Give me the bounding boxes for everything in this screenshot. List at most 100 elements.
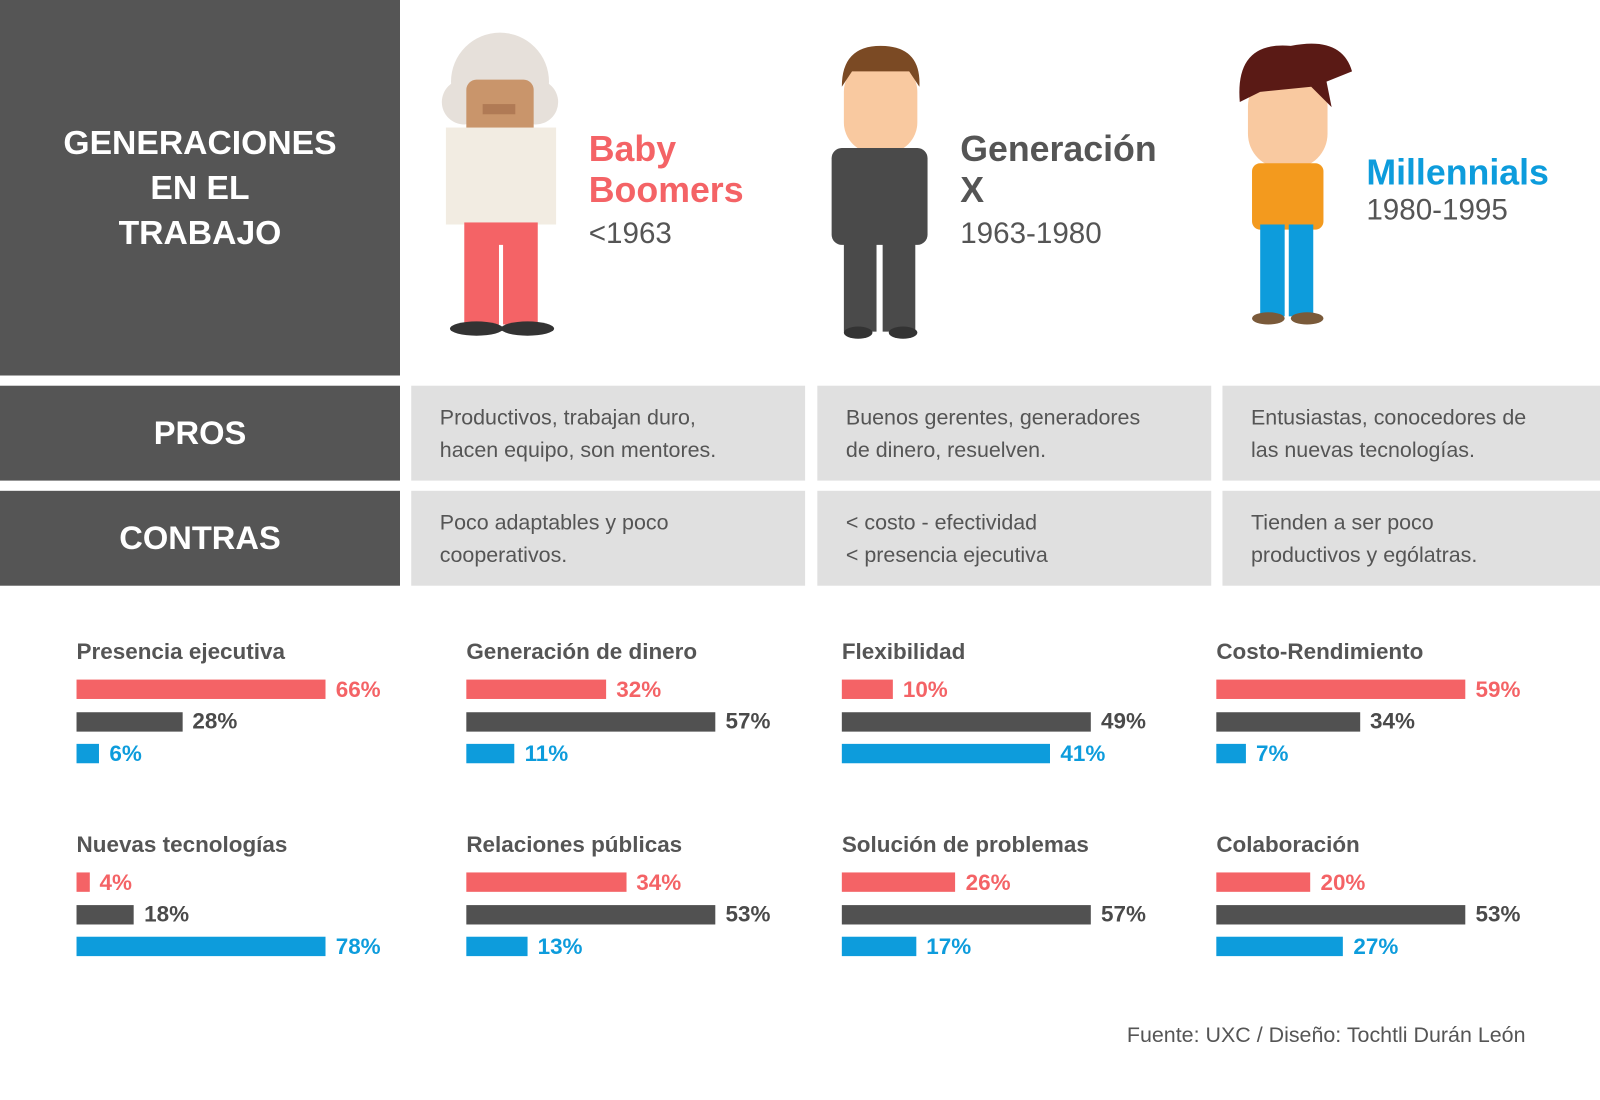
- bar-chart: Presencia ejecutiva 66% 28% 6%: [76, 638, 424, 770]
- bar-row: 57%: [841, 898, 1189, 930]
- bar: [841, 936, 917, 957]
- contras-label: CONTRAS: [0, 490, 400, 586]
- bar-value-label: 49%: [1101, 708, 1146, 734]
- bar-value-label: 41%: [1060, 740, 1106, 767]
- bar-value-label: 17%: [926, 933, 972, 959]
- bar-value-label: 66%: [335, 676, 381, 702]
- bar: [841, 744, 1051, 764]
- generation-name: Baby: [588, 129, 677, 170]
- bar: [76, 679, 326, 700]
- generation-years: 1963-1980: [960, 217, 1102, 250]
- bar-row: 18%: [76, 898, 424, 930]
- millennial-illustration: [1239, 43, 1353, 325]
- bar-chart: Colaboración 20% 53% 27%: [1216, 832, 1563, 963]
- bar-row: 49%: [841, 706, 1189, 738]
- bar-value-label: 18%: [144, 901, 190, 927]
- bar-row: 53%: [466, 898, 813, 930]
- bar: [466, 744, 515, 764]
- cell-text-line: Productivos, trabajan duro,: [439, 406, 696, 430]
- chart-title: Nuevas tecnologías: [76, 831, 288, 858]
- bar: [841, 904, 1091, 925]
- baby-boomer-illustration: [441, 32, 559, 336]
- cell-text-line: productivos y ególatras.: [1251, 543, 1478, 568]
- bar-row: 27%: [1216, 931, 1563, 963]
- bar-chart: Nuevas tecnologías 4% 18% 78%: [76, 831, 424, 963]
- generation-name: Millennials: [1366, 153, 1549, 193]
- bar-row: 28%: [76, 706, 424, 738]
- contras-cell: Poco adaptables y poco cooperativos.: [411, 490, 806, 586]
- bar: [76, 904, 134, 925]
- generation-label-baby-boomers: Baby Boomers <1963: [589, 130, 744, 251]
- generation-name: Boomers: [588, 170, 744, 211]
- generation-years: 1980-1995: [1366, 193, 1508, 227]
- bar-row: 53%: [1216, 898, 1563, 930]
- title-line: GENERACIONES: [63, 123, 337, 162]
- bar-chart: Generación de dinero 32% 57% 11%: [466, 639, 813, 770]
- bar-value-label: 4%: [99, 869, 132, 895]
- cell-text-line: las nuevas tecnologías.: [1251, 438, 1475, 463]
- title-line: TRABAJO: [118, 213, 282, 252]
- cell-text-line: < costo - efectividad: [845, 511, 1038, 535]
- bar-row: 32%: [466, 673, 813, 705]
- cell-text-line: Poco adaptables y poco: [439, 511, 669, 535]
- bar-row: 20%: [1216, 866, 1563, 898]
- bar: [841, 679, 893, 700]
- pros-cell: Entusiastas, conocedores de las nuevas te…: [1222, 385, 1600, 481]
- bar-chart: Solución de problemas 26% 57% 17%: [841, 831, 1189, 963]
- bar-row: 59%: [1216, 673, 1563, 705]
- bar-value-label: 28%: [192, 708, 238, 734]
- bar-row: 4%: [76, 866, 424, 898]
- cell-text-line: Buenos gerentes, generadores: [845, 406, 1141, 430]
- chart-title: Solución de problemas: [841, 831, 1089, 858]
- bar-row: 6%: [76, 738, 424, 770]
- bar-row: 11%: [466, 738, 813, 770]
- bar-value-label: 13%: [537, 933, 583, 959]
- cell-text-line: de dinero, resuelven.: [845, 438, 1047, 463]
- cell-text-line: cooperativos.: [439, 543, 568, 568]
- bar-value-label: 10%: [902, 676, 948, 702]
- pros-cell: Productivos, trabajan duro, hacen equipo,…: [411, 385, 806, 481]
- bar-value-label: 59%: [1475, 676, 1521, 702]
- bar-row: 10%: [841, 673, 1189, 705]
- chart-title: Flexibilidad: [841, 638, 966, 665]
- bar: [1216, 711, 1360, 732]
- chart-title: Colaboración: [1216, 831, 1360, 858]
- cell-text-line: Tienden a ser poco: [1251, 511, 1434, 535]
- generation-years: <1963: [588, 217, 672, 250]
- bar-value-label: 78%: [335, 933, 381, 959]
- cell-text-line: < presencia ejecutiva: [845, 543, 1048, 568]
- title-line: EN EL: [150, 168, 250, 207]
- bar-value-label: 57%: [725, 708, 771, 734]
- generation-name: X: [960, 170, 985, 211]
- bar: [1216, 936, 1344, 957]
- pros-label: PROS: [0, 385, 400, 481]
- bar-value-label: 27%: [1353, 933, 1399, 959]
- bar-row: 17%: [841, 931, 1189, 963]
- bar-value-label: 34%: [1369, 708, 1415, 734]
- bar-value-label: 57%: [1101, 901, 1146, 927]
- bar: [76, 872, 90, 893]
- bar: [841, 872, 956, 893]
- chart-title: Presencia ejecutiva: [76, 638, 285, 665]
- bar-value-label: 32%: [616, 676, 662, 702]
- cell-text-line: Entusiastas, conocedores de: [1251, 406, 1527, 430]
- bar-value-label: 20%: [1320, 869, 1366, 895]
- bar: [76, 711, 183, 732]
- bar-value-label: 53%: [1475, 901, 1521, 927]
- bar-value-label: 6%: [109, 740, 142, 767]
- bar: [466, 872, 627, 893]
- bar: [466, 904, 716, 925]
- cell-text-line: hacen equipo, son mentores.: [439, 438, 717, 463]
- bar-row: 78%: [76, 931, 424, 963]
- bar-chart: Flexibilidad 10% 49% 41%: [841, 638, 1189, 770]
- bar: [76, 744, 100, 764]
- chart-title: Generación de dinero: [466, 638, 698, 665]
- bar: [466, 679, 607, 700]
- generation-x-illustration: [831, 45, 928, 339]
- bar: [1216, 679, 1466, 700]
- bar: [466, 936, 528, 957]
- generation-label-generacion-x: Generación X 1963-1980: [960, 130, 1157, 251]
- generation-label-millennials: Millennials 1980-1995: [1366, 153, 1549, 227]
- bar-row: 7%: [1216, 738, 1563, 770]
- bar-row: 57%: [466, 706, 813, 738]
